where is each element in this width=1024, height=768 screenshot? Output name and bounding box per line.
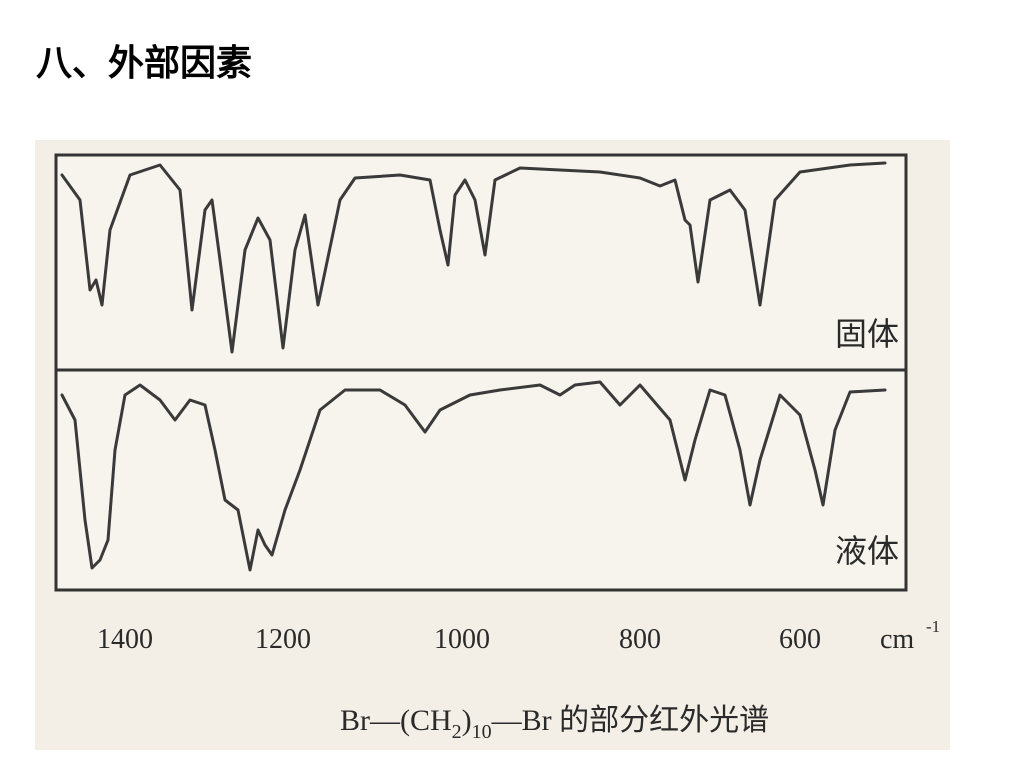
caption-part: ): [462, 704, 472, 737]
panel-label: 固体: [835, 316, 899, 352]
axis-tick-label: 1200: [255, 624, 311, 655]
axis-tick-label: 1000: [434, 624, 490, 655]
liquid-spectrum: [60, 380, 887, 572]
solid-spectrum: [60, 161, 887, 354]
slide-title: 八、外部因素: [36, 43, 253, 84]
caption: Br—(CH2)10—Br 的部分红外光谱: [340, 704, 769, 743]
caption-subscript: 10: [472, 721, 492, 743]
axis-tick-label: 800: [619, 624, 661, 655]
caption-part: —Br 的部分红外光谱: [491, 704, 770, 737]
axis-tick-label: 1400: [97, 624, 153, 655]
caption-subscript: 2: [452, 721, 462, 743]
axis-tick-label: 600: [779, 624, 821, 655]
axis-unit: cm: [880, 624, 914, 655]
axis-unit-exponent: -1: [926, 617, 940, 636]
caption-part: Br—(CH: [340, 704, 452, 737]
panel-label: 液体: [835, 533, 899, 569]
